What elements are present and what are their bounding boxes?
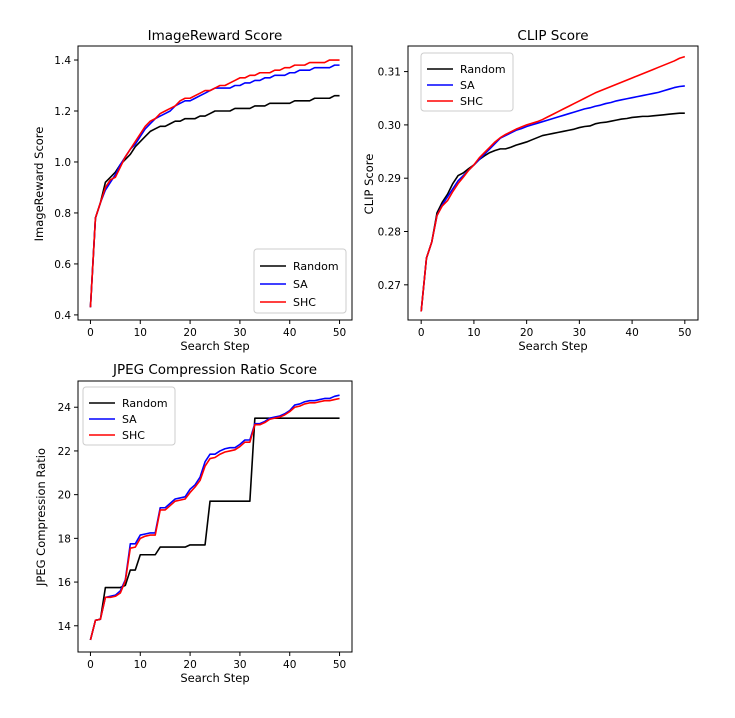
x-axis-label: Search Step xyxy=(180,339,249,353)
y-tick-label: 24 xyxy=(58,402,72,414)
series-line-shc xyxy=(89,397,340,641)
y-tick-label: 18 xyxy=(58,533,71,545)
legend-label: SHC xyxy=(460,95,483,108)
y-tick-label: 1.2 xyxy=(54,106,71,118)
x-tick-label: 50 xyxy=(333,327,346,339)
y-tick-label: 1.0 xyxy=(54,157,71,169)
y-tick-label: 20 xyxy=(58,490,71,502)
legend-label: SA xyxy=(122,413,137,426)
series-line-sa xyxy=(89,394,340,641)
y-axis-label: JPEG Compression Ratio xyxy=(34,448,48,587)
x-tick-label: 10 xyxy=(467,327,480,339)
x-tick-label: 20 xyxy=(520,327,533,339)
legend-label: SHC xyxy=(122,429,145,442)
y-axis-label: CLIP Score xyxy=(362,154,376,215)
legend-label: SA xyxy=(293,278,308,291)
x-tick-label: 20 xyxy=(183,327,196,339)
legend-label: Random xyxy=(293,260,339,273)
chart-imagereward: ImageReward Score Search Step ImageRewar… xyxy=(32,28,353,353)
legend-box xyxy=(82,386,176,446)
y-tick-label: 0.31 xyxy=(378,67,401,79)
x-tick-label: 30 xyxy=(233,659,246,671)
y-tick-label: 0.8 xyxy=(54,208,71,220)
y-tick-label: 1.4 xyxy=(54,55,71,67)
y-tick-label: 0.28 xyxy=(378,227,401,239)
series-line-random xyxy=(420,112,685,312)
x-tick-label: 40 xyxy=(625,327,638,339)
x-tick-label: 30 xyxy=(233,327,246,339)
x-tick-label: 10 xyxy=(134,659,147,671)
legend-box xyxy=(420,52,514,112)
chart-jpeg: JPEG Compression Ratio Score Search Step… xyxy=(34,362,353,685)
y-tick-label: 0.30 xyxy=(378,120,401,132)
x-tick-label: 20 xyxy=(183,659,196,671)
chart-title: ImageReward Score xyxy=(148,28,283,44)
plot-frame xyxy=(77,45,353,321)
x-tick-label: 30 xyxy=(573,327,586,339)
y-tick-label: 14 xyxy=(58,621,72,633)
x-tick-label: 50 xyxy=(333,659,346,671)
x-tick-label: 0 xyxy=(87,327,94,339)
x-tick-label: 0 xyxy=(87,659,94,671)
series-line-random xyxy=(89,94,340,308)
y-tick-label: 16 xyxy=(58,577,72,589)
legend-label: SHC xyxy=(293,296,316,309)
legend: Random SA SHC xyxy=(420,52,514,112)
legend-label: SA xyxy=(460,79,475,92)
chart-title: JPEG Compression Ratio Score xyxy=(112,362,317,378)
series-line-shc xyxy=(420,55,686,312)
y-tick-label: 0.27 xyxy=(378,280,401,292)
legend-label: Random xyxy=(460,63,506,76)
x-tick-label: 40 xyxy=(283,659,296,671)
y-tick-label: 0.4 xyxy=(54,310,71,322)
y-axis-label: ImageReward Score xyxy=(32,127,46,242)
y-tick-label: 0.6 xyxy=(54,259,71,271)
x-axis-label: Search Step xyxy=(180,671,249,685)
x-tick-label: 40 xyxy=(283,327,296,339)
plot-frame xyxy=(77,380,353,653)
legend-label: Random xyxy=(122,397,168,410)
series-line-random xyxy=(89,417,340,641)
legend: Random SA SHC xyxy=(253,248,347,314)
x-tick-label: 50 xyxy=(678,327,691,339)
x-tick-label: 10 xyxy=(134,327,147,339)
series-line-shc xyxy=(89,59,340,308)
y-tick-label: 22 xyxy=(58,446,71,458)
series-line-sa xyxy=(420,85,685,312)
chart-clip: CLIP Score Search Step CLIP Score 0 10 20 3… xyxy=(362,28,699,353)
plot-frame xyxy=(407,45,699,321)
legend-box xyxy=(253,248,347,314)
x-axis-label: Search Step xyxy=(518,339,587,353)
chart-title: CLIP Score xyxy=(517,28,588,44)
y-tick-label: 0.29 xyxy=(378,173,401,185)
x-tick-label: 0 xyxy=(418,327,425,339)
legend: Random SA SHC xyxy=(82,386,176,446)
